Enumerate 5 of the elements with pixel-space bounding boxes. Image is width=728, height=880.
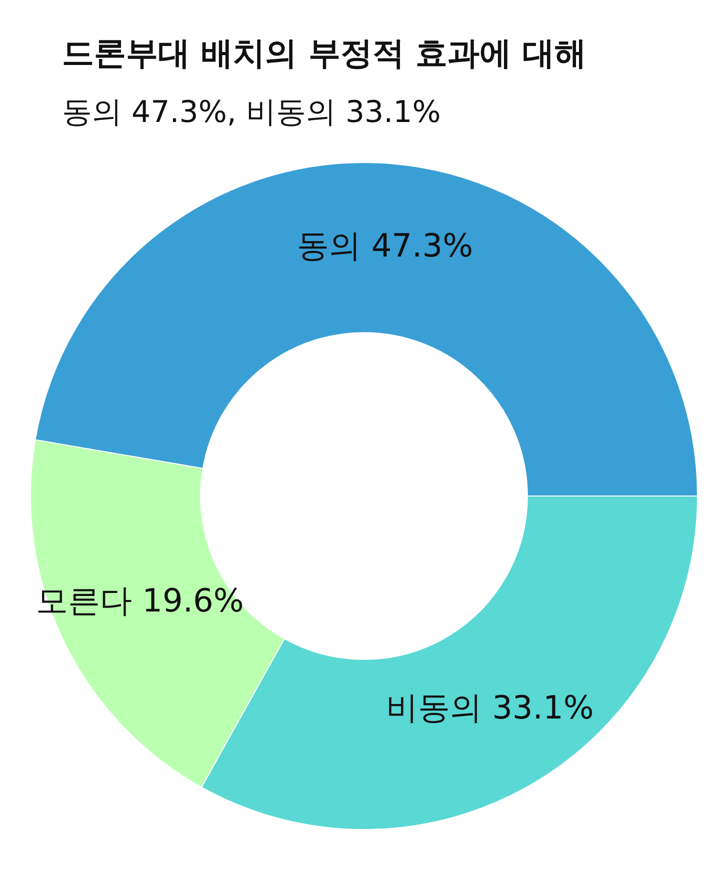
slice-label: 비동의 33.1% [386,688,594,727]
chart-subtitle: 동의 47.3%, 비동의 33.1% [62,94,442,132]
slice-label: 모른다 19.6% [36,582,244,620]
slice-label: 동의 47.3% [297,226,473,265]
chart-title: 드론부대 배치의 부정적 효과에 대해 [62,33,588,74]
